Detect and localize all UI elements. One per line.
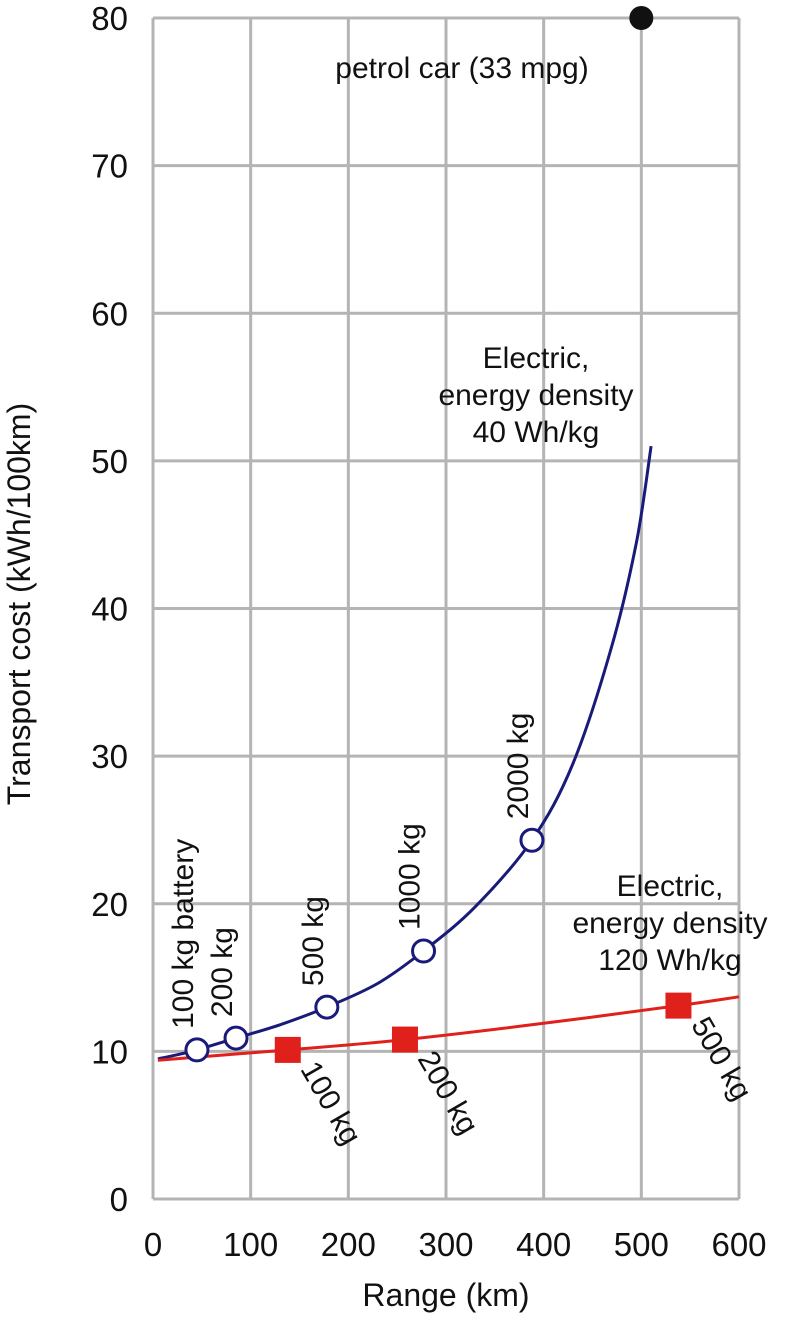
x-tick-label-0: 0 <box>144 1226 162 1263</box>
series-120-title-line-2: 120 Wh/kg <box>598 944 741 977</box>
y-tick-label-8: 80 <box>91 0 128 37</box>
y-tick-label-3: 30 <box>91 738 128 775</box>
series-layer <box>157 6 740 1063</box>
series-40-point-4 <box>519 827 545 853</box>
x-tick-label-6: 600 <box>711 1226 766 1263</box>
x-tick-labels: 0 100 200 300 400 500 600 <box>144 1226 767 1263</box>
series-40-title-line-1: energy density <box>438 379 633 412</box>
series-40-point-label-4: 2000 kg <box>502 713 535 820</box>
series-40-point-3 <box>411 938 437 964</box>
series-40-title: Electric, energy density 40 Wh/kg <box>438 342 633 449</box>
series-40-point-label-1: 200 kg <box>206 927 239 1017</box>
series-40-point-label-3: 1000 kg <box>394 823 427 930</box>
series-40-point-0 <box>184 1037 210 1063</box>
series-120-title: Electric, energy density 120 Wh/kg <box>572 870 767 977</box>
series-120-point-1 <box>391 1026 418 1053</box>
petrol-car-point <box>629 6 654 30</box>
series-40-title-line-2: 40 Wh/kg <box>473 416 600 449</box>
series-40-point-2 <box>314 994 340 1020</box>
x-tick-label-1: 100 <box>223 1226 278 1263</box>
x-tick-label-2: 200 <box>321 1226 376 1263</box>
y-tick-label-5: 50 <box>91 443 128 480</box>
y-tick-label-4: 40 <box>91 591 128 628</box>
y-tick-label-7: 70 <box>91 148 128 185</box>
series-120-point-2 <box>665 992 692 1019</box>
y-tick-label-1: 10 <box>91 1033 128 1070</box>
series-40-point-1 <box>223 1025 249 1051</box>
series-120-title-line-0: Electric, <box>617 870 724 903</box>
series-120-point-label-1: 200 kg <box>411 1046 485 1141</box>
series-40-point-label-0: 100 kg battery <box>167 839 200 1029</box>
series-120-point-label-0: 100 kg <box>294 1056 368 1151</box>
petrol-car-label: petrol car (33 mpg) <box>335 52 588 85</box>
series-40-point-label-2: 500 kg <box>297 896 330 986</box>
grid <box>151 16 741 1201</box>
x-axis-label: Range (km) <box>362 1277 529 1313</box>
x-tick-label-3: 300 <box>418 1226 473 1263</box>
series-120-title-line-1: energy density <box>572 907 767 940</box>
series-120-point-0 <box>274 1036 301 1063</box>
series-120-point-label-2: 500 kg <box>684 1012 758 1107</box>
y-tick-label-0: 0 <box>110 1181 128 1218</box>
series-40-title-line-0: Electric, <box>483 342 590 375</box>
x-tick-label-4: 400 <box>516 1226 571 1263</box>
y-tick-label-6: 60 <box>91 295 128 332</box>
x-tick-label-5: 500 <box>614 1226 669 1263</box>
y-tick-labels: 0 10 20 30 40 50 60 70 80 <box>91 0 128 1218</box>
y-tick-label-2: 20 <box>91 886 128 923</box>
y-axis-label: Transport cost (kWh/100km) <box>1 403 37 805</box>
